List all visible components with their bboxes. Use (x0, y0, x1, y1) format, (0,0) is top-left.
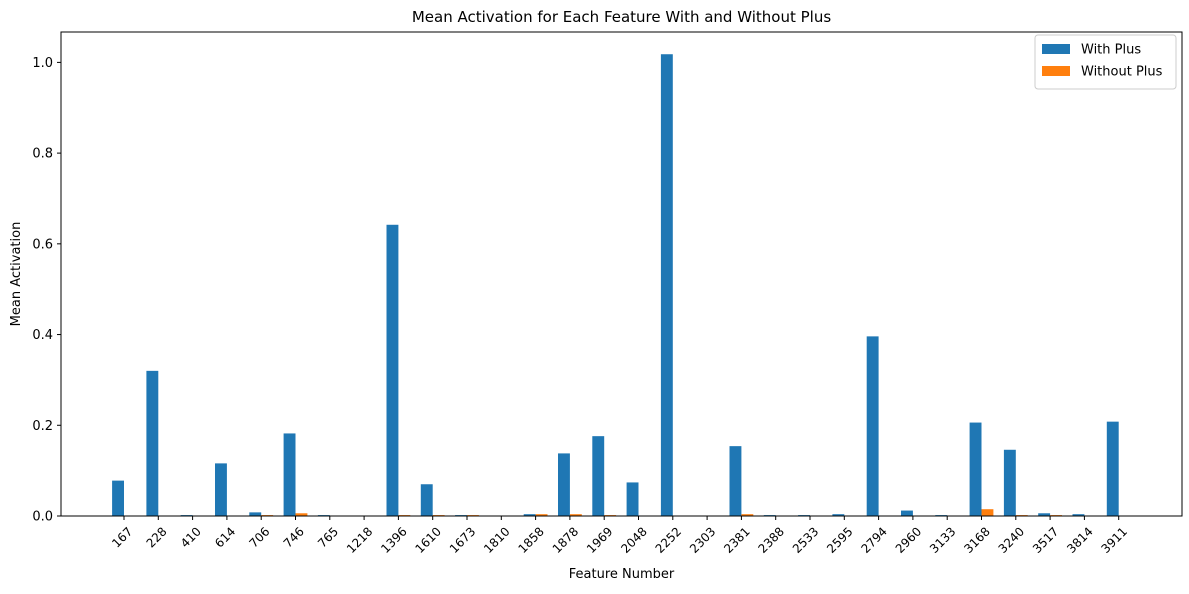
legend-swatch-with-plus (1042, 44, 1070, 54)
bar-with-plus-3517 (1038, 513, 1051, 516)
chart-title: Mean Activation for Each Feature With an… (412, 8, 831, 26)
bar-with-plus-1969 (592, 436, 605, 516)
bar-with-plus-614 (215, 463, 227, 516)
bar-with-plus-1396 (386, 224, 399, 516)
x-tick-label-2252: 2252 (653, 524, 684, 555)
x-tick-label-1878: 1878 (550, 524, 581, 555)
x-tick-label-3240: 3240 (996, 524, 1027, 555)
x-axis-ticks: 167 228 410 614 706 746 765 1218 1396 1610 1673 181… (109, 516, 1130, 556)
x-tick-label-1858: 1858 (515, 524, 546, 555)
x-tick-label-765: 765 (315, 524, 341, 550)
x-tick-label-2595: 2595 (824, 524, 855, 555)
x-tick-label-3517: 3517 (1030, 524, 1061, 555)
bar-without-plus-1878 (569, 514, 582, 516)
legend-swatch-without-plus (1042, 66, 1070, 76)
x-tick-label-2303: 2303 (687, 524, 718, 555)
bar-without-plus-1858 (535, 514, 548, 516)
x-tick-label-228: 228 (144, 524, 170, 550)
y-tick-label-1.0: 1.0 (32, 56, 53, 71)
bar-with-plus-167 (112, 480, 124, 516)
bar-with-plus-3814 (1072, 514, 1085, 516)
y-tick-label-0.8: 0.8 (32, 147, 53, 162)
x-tick-label-2048: 2048 (618, 524, 649, 555)
x-tick-label-614: 614 (212, 524, 238, 550)
bar-with-plus-3168 (969, 422, 982, 516)
bar-with-plus-1878 (558, 453, 570, 516)
x-tick-label-2794: 2794 (858, 524, 889, 555)
bar-with-plus-746 (283, 433, 296, 516)
x-tick-label-2960: 2960 (893, 524, 924, 555)
bar-with-plus-3240 (1003, 449, 1016, 516)
x-tick-label-2381: 2381 (721, 524, 752, 555)
x-tick-label-2388: 2388 (756, 524, 787, 555)
legend-label-without-plus: Without Plus (1081, 65, 1163, 80)
x-tick-label-1396: 1396 (378, 524, 409, 555)
y-tick-label-0.6: 0.6 (32, 237, 53, 252)
y-axis-ticks: 0.0 0.2 0.4 0.6 0.8 1.0 (32, 56, 61, 525)
y-tick-label-0.4: 0.4 (32, 328, 53, 343)
x-tick-label-1969: 1969 (584, 524, 615, 555)
bar-with-plus-2595 (832, 514, 845, 516)
x-tick-label-1218: 1218 (344, 524, 375, 555)
x-tick-label-1810: 1810 (481, 524, 512, 555)
bar-with-plus-1858 (523, 514, 536, 516)
bar-without-plus-2381 (741, 514, 754, 516)
bar-with-plus-706 (249, 512, 262, 516)
bar-without-plus-3168 (981, 509, 994, 516)
y-axis-label: Mean Activation (9, 222, 24, 327)
x-tick-label-1610: 1610 (413, 524, 444, 555)
bar-with-plus-2794 (866, 336, 879, 516)
x-tick-label-3133: 3133 (927, 524, 958, 555)
x-tick-label-2533: 2533 (790, 524, 821, 555)
bar-with-plus-1610 (420, 484, 433, 516)
x-tick-label-410: 410 (178, 524, 204, 550)
x-axis-label: Feature Number (569, 567, 675, 582)
bar-with-plus-3911 (1106, 421, 1119, 516)
bar-with-plus-2960 (901, 510, 913, 516)
y-tick-label-0.0: 0.0 (32, 510, 53, 525)
legend: With Plus Without Plus (1034, 34, 1177, 90)
legend-box (1034, 34, 1177, 90)
x-tick-label-3814: 3814 (1064, 524, 1095, 555)
legend-label-with-plus: With Plus (1081, 43, 1141, 58)
x-tick-label-167: 167 (109, 524, 135, 550)
bars-layer (112, 54, 1119, 516)
x-tick-label-1673: 1673 (447, 524, 478, 555)
bar-with-plus-228 (146, 370, 159, 516)
x-tick-label-746: 746 (281, 524, 307, 550)
bar-with-plus-2381 (729, 446, 742, 516)
plot-area-frame (60, 31, 1183, 517)
y-tick-label-0.2: 0.2 (32, 419, 53, 434)
x-tick-label-3168: 3168 (961, 524, 992, 555)
x-tick-label-3911: 3911 (1099, 524, 1130, 555)
bar-with-plus-2252 (660, 54, 673, 516)
bar-with-plus-2048 (626, 482, 639, 516)
bar-without-plus-746 (295, 513, 308, 516)
x-tick-label-706: 706 (246, 524, 272, 550)
